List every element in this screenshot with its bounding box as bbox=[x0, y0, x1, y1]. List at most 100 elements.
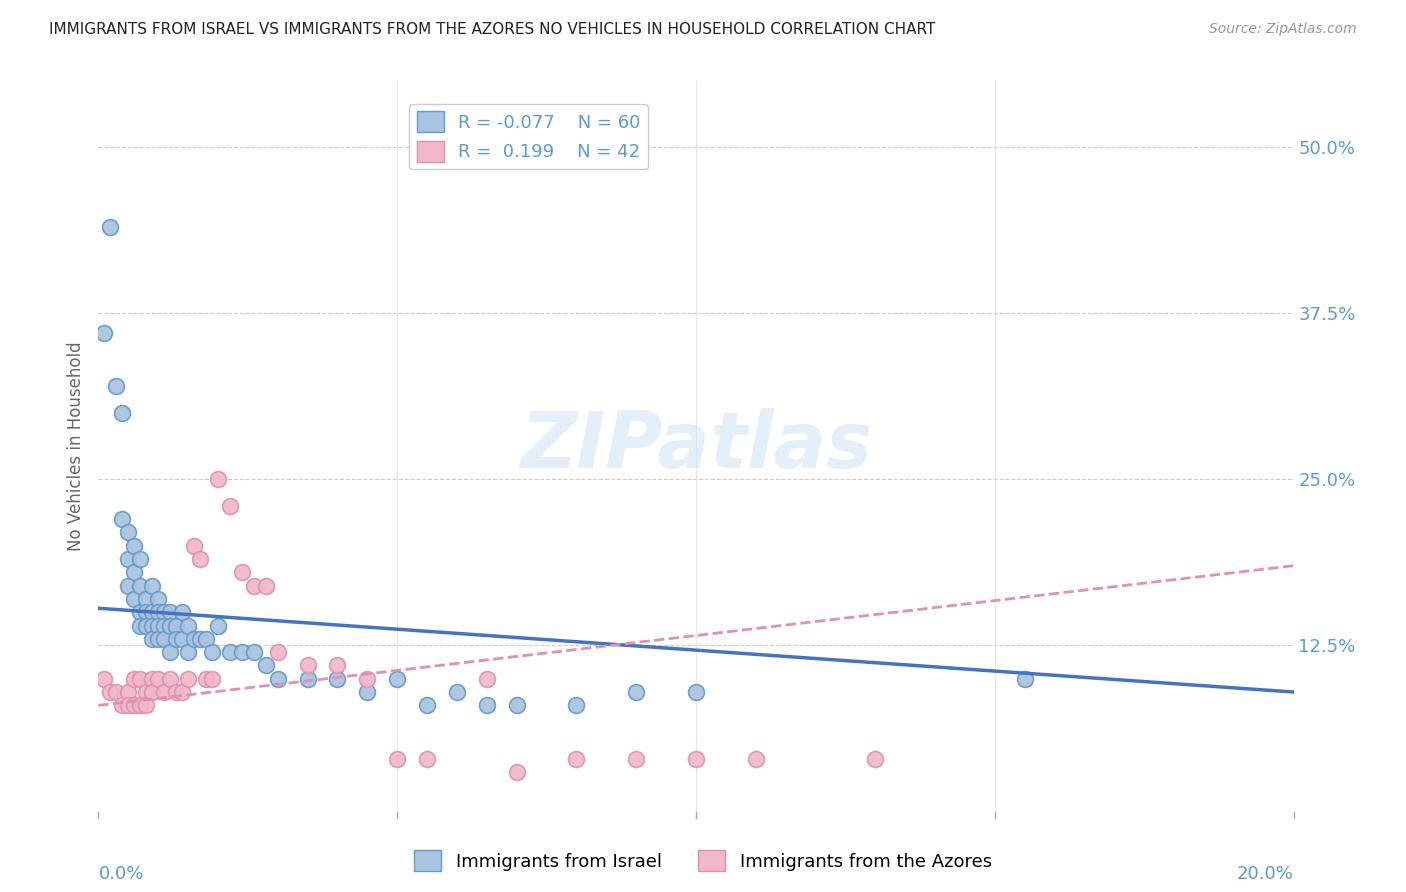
Point bbox=[105, 685, 128, 699]
Point bbox=[865, 751, 887, 765]
Point bbox=[565, 698, 588, 713]
Point bbox=[385, 672, 409, 686]
Point bbox=[141, 672, 163, 686]
Point bbox=[326, 672, 349, 686]
Point bbox=[565, 751, 588, 765]
Point bbox=[148, 618, 170, 632]
Point bbox=[416, 698, 439, 713]
Point bbox=[111, 512, 134, 526]
Point bbox=[297, 658, 319, 673]
Point bbox=[243, 579, 266, 593]
Point bbox=[207, 618, 229, 632]
Point bbox=[177, 672, 200, 686]
Point bbox=[93, 672, 115, 686]
Point bbox=[745, 751, 768, 765]
Point bbox=[124, 698, 146, 713]
Point bbox=[153, 605, 176, 619]
Point bbox=[159, 645, 181, 659]
Point bbox=[219, 499, 242, 513]
Point bbox=[506, 698, 529, 713]
Point bbox=[385, 751, 409, 765]
Point bbox=[416, 751, 439, 765]
Point bbox=[1014, 672, 1036, 686]
Point bbox=[201, 645, 224, 659]
Point bbox=[506, 764, 529, 779]
Point bbox=[141, 618, 163, 632]
Point bbox=[183, 632, 205, 646]
Point bbox=[117, 525, 139, 540]
Point bbox=[148, 632, 170, 646]
Legend: Immigrants from Israel, Immigrants from the Azores: Immigrants from Israel, Immigrants from … bbox=[408, 843, 998, 879]
Point bbox=[124, 539, 146, 553]
Point bbox=[129, 605, 152, 619]
Point bbox=[159, 605, 181, 619]
Text: IMMIGRANTS FROM ISRAEL VS IMMIGRANTS FROM THE AZORES NO VEHICLES IN HOUSEHOLD CO: IMMIGRANTS FROM ISRAEL VS IMMIGRANTS FRO… bbox=[49, 22, 935, 37]
Point bbox=[135, 605, 157, 619]
Point bbox=[297, 672, 319, 686]
Point bbox=[153, 618, 176, 632]
Point bbox=[356, 672, 378, 686]
Point bbox=[231, 566, 253, 580]
Point bbox=[267, 672, 290, 686]
Point bbox=[446, 685, 468, 699]
Point bbox=[98, 685, 122, 699]
Y-axis label: No Vehicles in Household: No Vehicles in Household bbox=[66, 341, 84, 551]
Text: 0.0%: 0.0% bbox=[98, 865, 143, 883]
Text: Source: ZipAtlas.com: Source: ZipAtlas.com bbox=[1209, 22, 1357, 37]
Point bbox=[129, 698, 152, 713]
Point bbox=[165, 685, 187, 699]
Point bbox=[326, 658, 349, 673]
Point bbox=[201, 672, 224, 686]
Point bbox=[165, 618, 187, 632]
Point bbox=[254, 658, 277, 673]
Point bbox=[135, 591, 157, 606]
Point bbox=[685, 685, 707, 699]
Point bbox=[117, 698, 139, 713]
Point bbox=[105, 379, 128, 393]
Point bbox=[172, 605, 194, 619]
Point bbox=[148, 591, 170, 606]
Point bbox=[141, 605, 163, 619]
Point bbox=[267, 645, 290, 659]
Point bbox=[129, 618, 152, 632]
Point bbox=[117, 579, 139, 593]
Point bbox=[159, 672, 181, 686]
Point bbox=[183, 539, 205, 553]
Point bbox=[111, 698, 134, 713]
Point bbox=[188, 552, 211, 566]
Point bbox=[172, 685, 194, 699]
Point bbox=[135, 698, 157, 713]
Point bbox=[243, 645, 266, 659]
Point bbox=[135, 685, 157, 699]
Point bbox=[188, 632, 211, 646]
Point bbox=[626, 685, 648, 699]
Point bbox=[207, 472, 229, 486]
Text: 20.0%: 20.0% bbox=[1237, 865, 1294, 883]
Point bbox=[165, 632, 187, 646]
Point bbox=[124, 672, 146, 686]
Point bbox=[148, 672, 170, 686]
Point bbox=[141, 685, 163, 699]
Point bbox=[141, 579, 163, 593]
Point bbox=[219, 645, 242, 659]
Point bbox=[153, 685, 176, 699]
Point bbox=[159, 618, 181, 632]
Point bbox=[98, 219, 122, 234]
Point bbox=[254, 579, 277, 593]
Point bbox=[141, 632, 163, 646]
Point bbox=[195, 672, 218, 686]
Point bbox=[153, 632, 176, 646]
Point bbox=[231, 645, 253, 659]
Point bbox=[685, 751, 707, 765]
Point bbox=[124, 591, 146, 606]
Point bbox=[177, 645, 200, 659]
Point bbox=[117, 685, 139, 699]
Point bbox=[172, 632, 194, 646]
Point bbox=[148, 605, 170, 619]
Text: ZIPatlas: ZIPatlas bbox=[520, 408, 872, 484]
Point bbox=[129, 552, 152, 566]
Point bbox=[195, 632, 218, 646]
Point bbox=[129, 579, 152, 593]
Point bbox=[124, 566, 146, 580]
Point bbox=[626, 751, 648, 765]
